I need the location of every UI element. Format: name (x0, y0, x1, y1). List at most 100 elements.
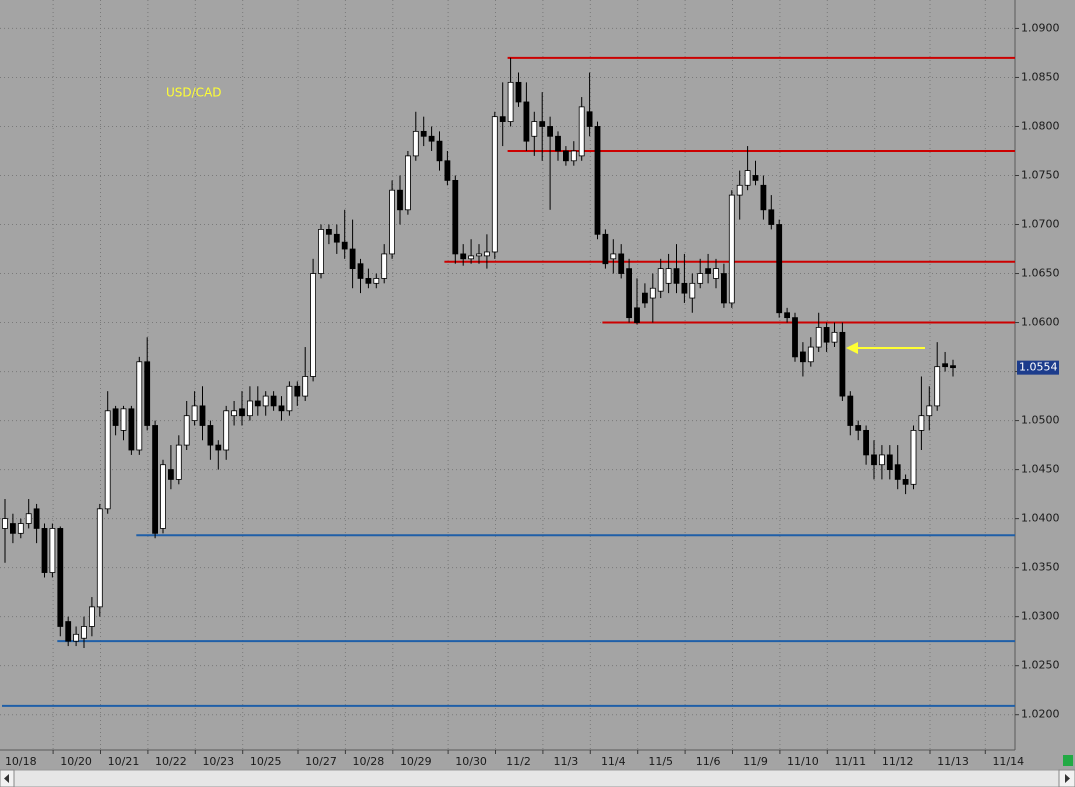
candle-body (73, 633, 79, 642)
candle-body (25, 513, 32, 524)
candle-body (420, 130, 427, 137)
y-tick-label: 1.0750 (1021, 168, 1060, 181)
candle-body (815, 327, 822, 348)
x-tick-label: 10/18 (5, 755, 37, 768)
candle-body (349, 248, 356, 270)
candle-body (436, 140, 443, 162)
candle-body (752, 175, 759, 181)
candle-body (673, 268, 680, 284)
candle-body (81, 626, 87, 639)
x-tick-label: 10/21 (108, 755, 140, 768)
candle-body (491, 116, 498, 253)
price-axis-area (1015, 0, 1075, 770)
candle-body (950, 365, 956, 369)
x-tick-label: 11/2 (506, 755, 531, 768)
candle-body (784, 312, 790, 319)
x-tick-label: 10/29 (400, 755, 432, 768)
x-tick-label: 11/5 (648, 755, 673, 768)
candle-body (120, 408, 127, 431)
candle-body (918, 415, 925, 431)
candle-body (357, 263, 364, 279)
candle-body (96, 508, 103, 608)
last-price-label: 1.0554 (1019, 361, 1058, 374)
candle-body (175, 444, 182, 480)
candle-body (215, 444, 222, 451)
candle-body (531, 121, 538, 137)
candle-body (310, 273, 317, 377)
candle-body (539, 121, 546, 127)
candle-body (515, 81, 522, 103)
y-tick-label: 1.0400 (1021, 512, 1060, 525)
last-price-box (1017, 360, 1059, 375)
candle-body (586, 111, 593, 127)
x-tick-label: 10/30 (455, 755, 487, 768)
candle-body (642, 292, 648, 304)
candle-body (807, 346, 814, 363)
candle-body (89, 606, 95, 627)
candle-body (563, 150, 569, 162)
candle-body (547, 126, 553, 137)
candle-body (286, 385, 293, 412)
candle-body (389, 189, 396, 255)
candle-body (270, 395, 277, 407)
candle-body (602, 233, 609, 265)
x-tick-label: 10/23 (202, 755, 234, 768)
candle-body (49, 528, 56, 573)
y-tick-label: 1.0450 (1021, 463, 1060, 476)
candle-body (333, 233, 340, 243)
candle-body (167, 469, 174, 480)
y-tick-label: 1.0500 (1021, 414, 1060, 427)
candle-body (476, 253, 482, 257)
x-tick-label: 11/14 (992, 755, 1024, 768)
candle-body (325, 229, 332, 235)
candle-body (499, 116, 506, 122)
x-tick-label: 10/28 (353, 755, 385, 768)
candle-body (689, 282, 696, 299)
candle-body (231, 410, 238, 417)
candle-body (610, 253, 617, 260)
status-indicator (1063, 755, 1073, 766)
y-tick-label: 1.0200 (1021, 708, 1060, 721)
y-tick-label: 1.0250 (1021, 659, 1060, 672)
candle-body (144, 361, 151, 426)
candle-body (926, 405, 933, 417)
axes: 1.0200 1.0250 1.0300 1.0350 1.0400 1.0450 1.05… (5, 21, 1060, 768)
candle-body (57, 528, 64, 627)
candle-body (128, 408, 135, 451)
candle-body (942, 363, 948, 368)
candle-body (681, 282, 688, 294)
chart-title: USD/CAD (166, 86, 222, 100)
x-tick-label: 10/22 (155, 755, 187, 768)
candle-body (863, 429, 869, 456)
candle-body (578, 106, 585, 157)
candle-body (404, 155, 411, 211)
candle-body (381, 253, 388, 279)
arrow-head (846, 342, 858, 354)
candle-body (776, 224, 783, 314)
candle-body (879, 454, 885, 466)
candle-body (341, 241, 348, 250)
x-tick-label: 10/25 (250, 755, 282, 768)
candle-body (468, 255, 475, 260)
candle-body (871, 454, 877, 466)
candle-body (397, 189, 403, 211)
candle-body (254, 400, 261, 407)
candles (2, 57, 956, 649)
y-tick-label: 1.0900 (1021, 21, 1060, 34)
candle-body (855, 425, 862, 431)
candle-body (444, 160, 451, 181)
x-tick-label: 10/27 (305, 755, 337, 768)
candle-body (460, 253, 467, 260)
x-tick-label: 11/13 (937, 755, 969, 768)
candle-body (365, 278, 372, 284)
candle-body (721, 273, 727, 304)
scrollbar[interactable] (0, 769, 1075, 787)
candle-body (136, 361, 143, 451)
candle-body (278, 405, 285, 412)
scroll-track[interactable] (0, 769, 1075, 787)
x-tick-label: 10/20 (60, 755, 92, 768)
annotation-arrow (846, 342, 925, 354)
x-tick-label: 11/12 (882, 755, 914, 768)
candle-body (2, 518, 8, 529)
